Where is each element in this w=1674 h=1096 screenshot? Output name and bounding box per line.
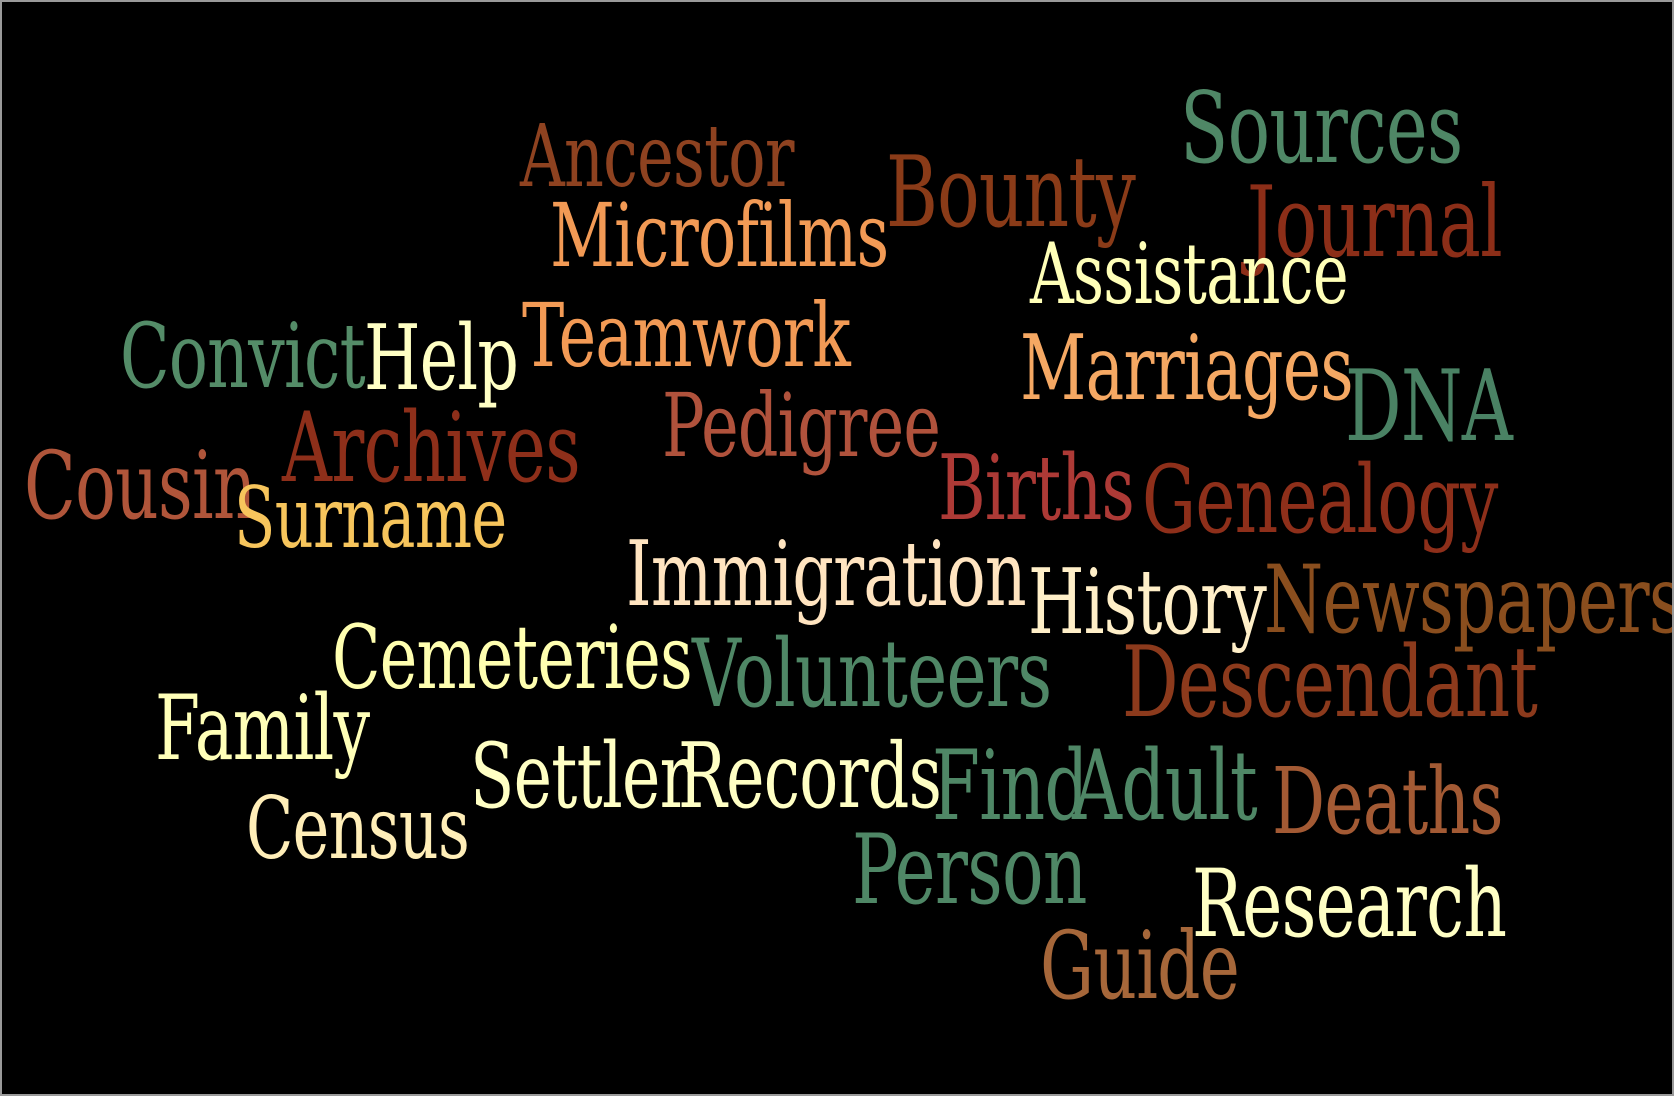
word-newspapers: Newspapers <box>1264 546 1674 655</box>
word-journal: Journal <box>1247 166 1503 280</box>
word-records: Records <box>678 724 942 829</box>
word-guide: Guide <box>1040 912 1240 1021</box>
word-pedigree: Pedigree <box>662 374 941 477</box>
word-help: Help <box>364 306 519 411</box>
word-bounty: Bounty <box>886 136 1136 250</box>
word-sources: Sources <box>1180 72 1463 186</box>
word-volunteers: Volunteers <box>692 620 1052 729</box>
word-deaths: Deaths <box>1272 748 1503 855</box>
word-cousin: Cousin <box>24 432 256 541</box>
word-genealogy: Genealogy <box>1142 446 1498 555</box>
word-family: Family <box>155 676 370 781</box>
word-person: Person <box>852 814 1087 926</box>
word-births: Births <box>938 436 1135 541</box>
word-archives: Archives <box>282 392 581 504</box>
word-assistance: Assistance <box>1030 225 1349 323</box>
word-research: Research <box>1192 850 1507 959</box>
word-convict: Convict <box>120 304 366 409</box>
word-teamwork: Teamwork <box>522 284 851 387</box>
word-dna: DNA <box>1345 350 1513 464</box>
word-cemeteries: Cemeteries <box>332 606 693 709</box>
word-immigration: Immigration <box>626 522 1027 627</box>
word-history: History <box>1028 550 1267 655</box>
word-microfilms: Microfilms <box>550 184 889 287</box>
word-descendant: Descendant <box>1122 626 1538 740</box>
word-adult: Adult <box>1072 730 1258 842</box>
word-ancestor: Ancestor <box>520 107 794 207</box>
word-surname: Surname <box>234 469 507 567</box>
word-census: Census <box>246 779 470 879</box>
word-settler: Settler <box>470 724 691 829</box>
word-marriages: Marriages <box>1020 316 1354 421</box>
word-find: Find <box>932 730 1089 842</box>
